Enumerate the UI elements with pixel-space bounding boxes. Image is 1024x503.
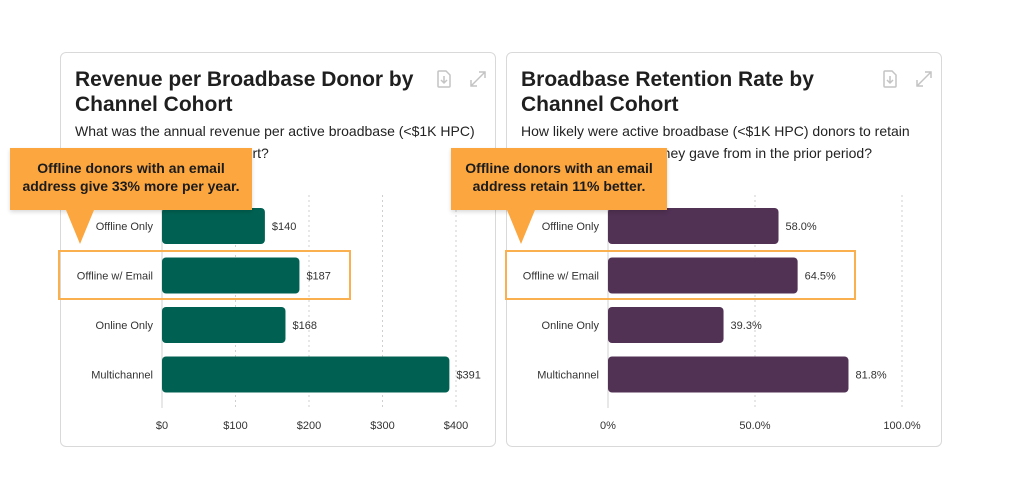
data-label: 58.0%: [786, 221, 817, 233]
category-label: Multichannel: [91, 370, 153, 382]
x-tick-label: 100.0%: [883, 420, 921, 432]
bar: [608, 257, 798, 294]
category-label: Online Only: [542, 320, 600, 332]
download-icon[interactable]: [434, 69, 454, 89]
expand-icon[interactable]: [468, 69, 488, 89]
revenue-callout: Offline donors with an email address giv…: [10, 148, 252, 244]
bar: [162, 307, 286, 343]
data-label: 64.5%: [805, 271, 836, 283]
data-label: $391: [456, 370, 480, 382]
category-label: Offline w/ Email: [77, 271, 153, 283]
x-tick-label: $0: [156, 420, 168, 432]
category-label: Online Only: [96, 320, 154, 332]
bar: [608, 356, 849, 393]
bar: [608, 208, 779, 244]
download-icon[interactable]: [880, 69, 900, 89]
data-label: $168: [292, 320, 316, 332]
bar: [608, 307, 724, 343]
x-tick-label: 50.0%: [739, 420, 770, 432]
bar: [162, 356, 450, 393]
data-label: $187: [306, 271, 330, 283]
expand-icon[interactable]: [914, 69, 934, 89]
x-tick-label: $100: [223, 420, 247, 432]
revenue-chart-title: Revenue per Broadbase Donor by Channel C…: [75, 68, 414, 116]
bar: [162, 257, 300, 294]
highlight-box-offline-email: [58, 250, 351, 300]
data-label: 39.3%: [731, 320, 762, 332]
x-tick-label: $300: [370, 420, 394, 432]
x-tick-label: $200: [297, 420, 321, 432]
category-label: Offline Only: [96, 221, 154, 233]
bar: [162, 208, 265, 244]
category-label: Offline Only: [542, 221, 600, 233]
category-label: Offline w/ Email: [523, 271, 599, 283]
retention-chart-title: Broadbase Retention Rate by Channel Coho…: [521, 68, 814, 116]
data-label: 81.8%: [855, 370, 886, 382]
retention-callout: Offline donors with an email address ret…: [451, 148, 667, 244]
data-label: $140: [272, 221, 296, 233]
x-tick-label: 0%: [600, 420, 616, 432]
category-label: Multichannel: [537, 370, 599, 382]
highlight-box-offline-email: [505, 250, 856, 300]
x-tick-label: $400: [444, 420, 468, 432]
